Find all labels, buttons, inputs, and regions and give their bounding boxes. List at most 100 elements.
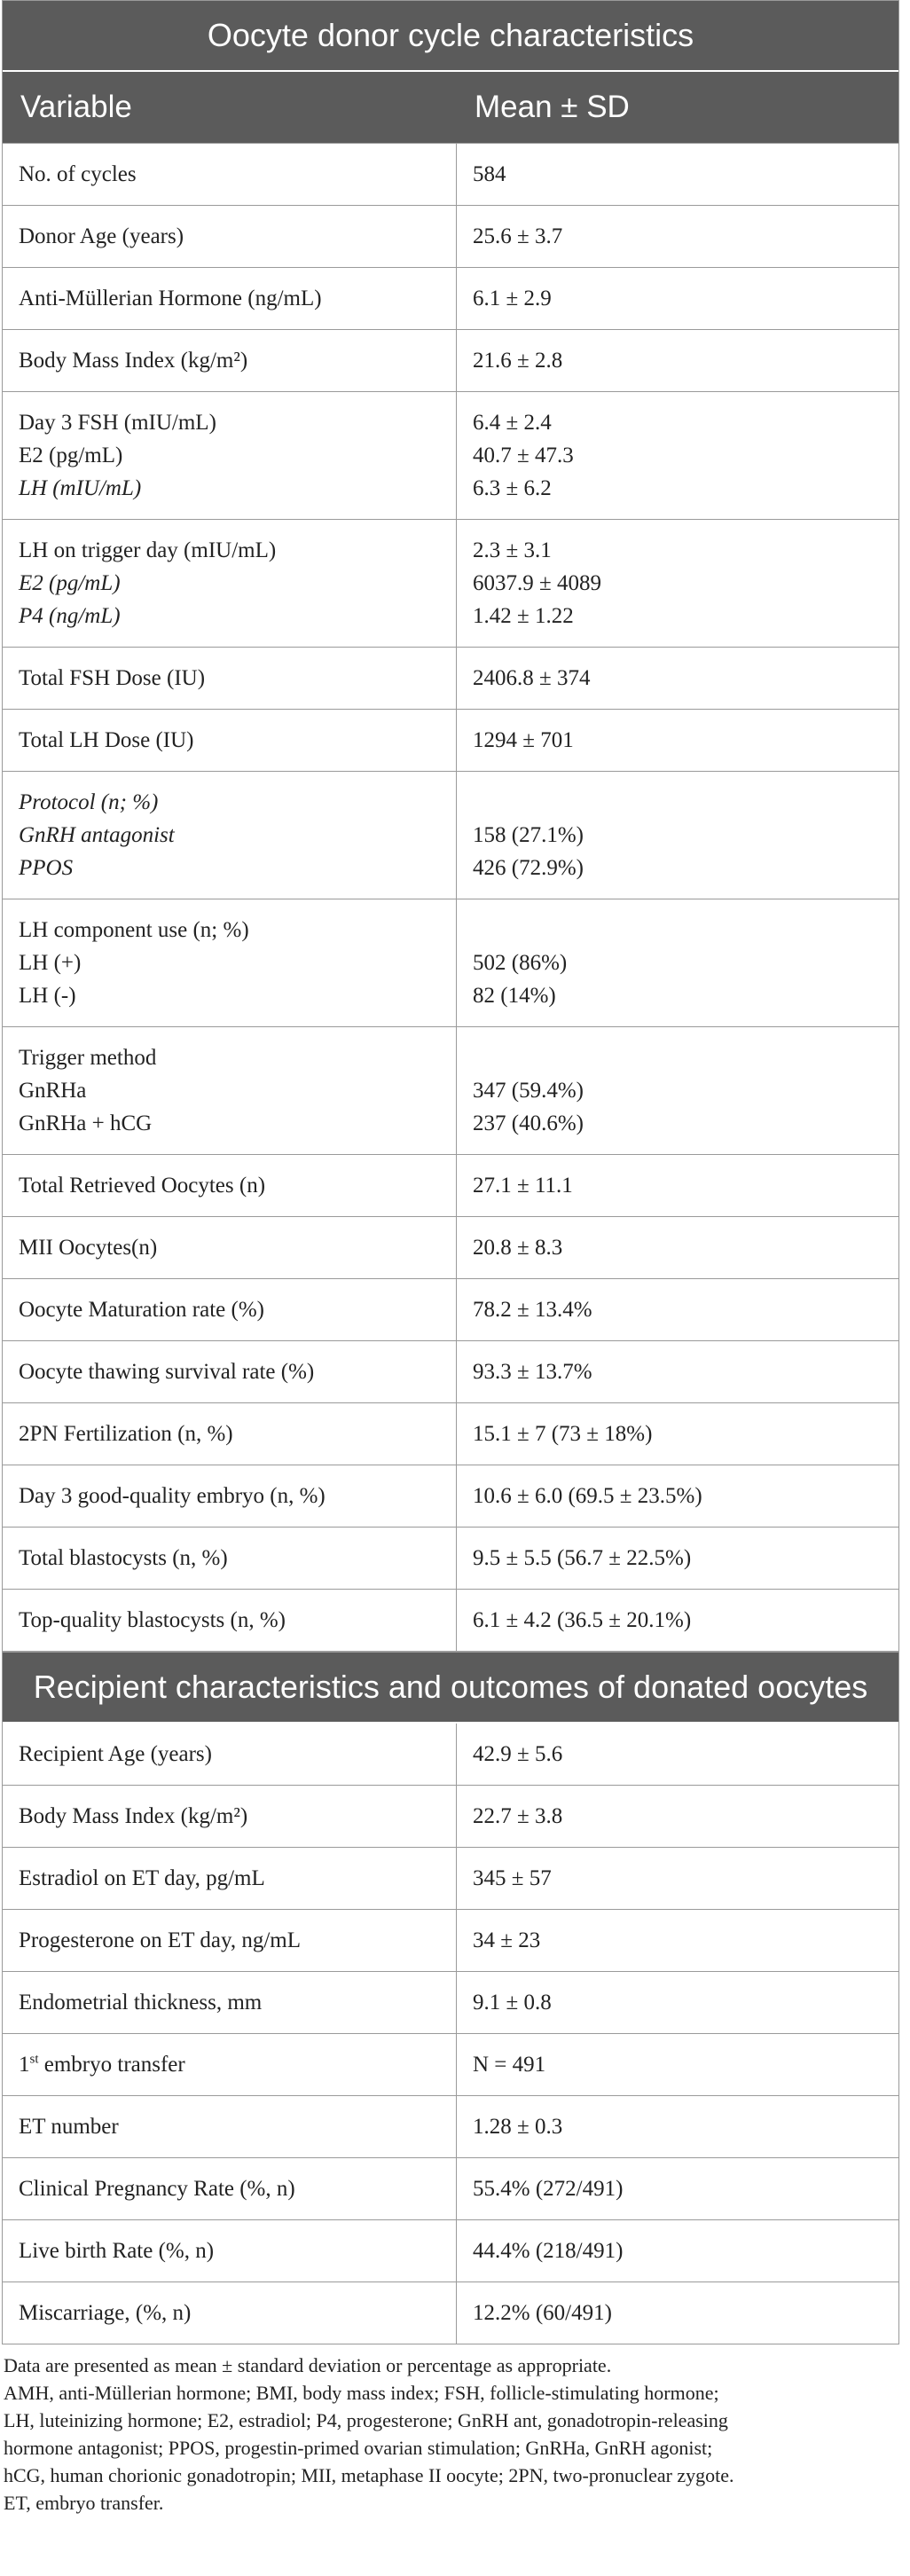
table-row: Day 3 good-quality embryo (n, %) 10.6 ± 6…	[3, 1465, 898, 1528]
value-cell: 21.6 ± 2.8	[457, 330, 898, 391]
value-line: 9.5 ± 5.5 (56.7 ± 22.5%)	[473, 1546, 692, 1570]
value-cell: 584	[457, 144, 898, 205]
table-row: Body Mass Index (kg/m²) 22.7 ± 3.8	[3, 1786, 898, 1848]
value-line: 40.7 ± 47.3	[473, 444, 574, 467]
value-cell: 158 (27.1%) 426 (72.9%)	[457, 772, 898, 899]
section-title: Oocyte donor cycle characteristics	[3, 1, 898, 72]
table-row: Anti-Müllerian Hormone (ng/mL) 6.1 ± 2.9	[3, 268, 898, 330]
footnote-line: hormone antagonist; PPOS, progestin-prim…	[4, 2437, 713, 2459]
value-line: 6.3 ± 6.2	[473, 476, 552, 500]
variable-cell: Total FSH Dose (IU)	[3, 648, 457, 709]
value-line: 34 ± 23	[473, 1928, 541, 1952]
variable-line: Anti-Müllerian Hormone (ng/mL)	[19, 287, 322, 310]
variable-text: embryo transfer	[38, 2053, 185, 2077]
variable-line: Trigger method	[19, 1046, 157, 1070]
variable-cell: Miscarriage, (%, n)	[3, 2282, 457, 2344]
table-row: Day 3 FSH (mIU/mL) E2 (pg/mL) LH (mIU/mL) 6…	[3, 392, 898, 520]
value-cell: 78.2 ± 13.4%	[457, 1279, 898, 1340]
variable-line: Recipient Age (years)	[19, 1742, 212, 1766]
variable-line: Endometrial thickness, mm	[19, 1991, 263, 2014]
table-row: Recipient Age (years) 42.9 ± 5.6	[3, 1724, 898, 1786]
value-cell: 27.1 ± 11.1	[457, 1155, 898, 1216]
table-row: Clinical Pregnancy Rate (%, n) 55.4% (272…	[3, 2158, 898, 2220]
variable-line: Day 3 FSH (mIU/mL)	[19, 411, 216, 435]
value-cell: 9.5 ± 5.5 (56.7 ± 22.5%)	[457, 1528, 898, 1589]
value-line: 15.1 ± 7 (73 ± 18%)	[473, 1422, 653, 1446]
value-line: 22.7 ± 3.8	[473, 1804, 563, 1828]
value-line: 21.6 ± 2.8	[473, 349, 563, 373]
value-line: 1.42 ± 1.22	[473, 604, 574, 628]
value-line: 345 ± 57	[473, 1866, 552, 1890]
table-row: MII Oocytes(n) 20.8 ± 8.3	[3, 1217, 898, 1279]
variable-cell: Oocyte Maturation rate (%)	[3, 1279, 457, 1340]
value-cell: 15.1 ± 7 (73 ± 18%)	[457, 1403, 898, 1465]
variable-line: P4 (ng/mL)	[19, 604, 121, 628]
variable-line: PPOS	[19, 856, 74, 880]
variable-line: LH component use (n; %)	[19, 918, 249, 942]
variable-cell: Anti-Müllerian Hormone (ng/mL)	[3, 268, 457, 329]
value-cell: 20.8 ± 8.3	[457, 1217, 898, 1278]
value-line: 426 (72.9%)	[473, 856, 584, 880]
variable-cell: Body Mass Index (kg/m²)	[3, 330, 457, 391]
variable-line: Total blastocysts (n, %)	[19, 1546, 228, 1570]
value-line: 1.28 ± 0.3	[473, 2115, 563, 2139]
value-line: 6.1 ± 4.2 (36.5 ± 20.1%)	[473, 1608, 692, 1632]
variable-cell: Oocyte thawing survival rate (%)	[3, 1341, 457, 1402]
variable-cell: MII Oocytes(n)	[3, 1217, 457, 1278]
value-line: 1294 ± 701	[473, 728, 574, 752]
table-row: 2PN Fertilization (n, %) 15.1 ± 7 (73 ± 1…	[3, 1403, 898, 1465]
variable-cell: Day 3 FSH (mIU/mL) E2 (pg/mL) LH (mIU/mL)	[3, 392, 457, 519]
variable-line: Estradiol on ET day, pg/mL	[19, 1866, 265, 1890]
column-header: Mean ± SD	[475, 90, 630, 124]
table-row: Total blastocysts (n, %) 9.5 ± 5.5 (56.7 …	[3, 1528, 898, 1590]
table-row: ET number 1.28 ± 0.3	[3, 2096, 898, 2158]
footnote-line: AMH, anti-Müllerian hormone; BMI, body m…	[4, 2382, 719, 2404]
value-line: 6.4 ± 2.4	[473, 411, 552, 435]
variable-line: Total FSH Dose (IU)	[19, 666, 206, 690]
table-row: Trigger method GnRHa GnRHa + hCG 347 (59.4%…	[3, 1027, 898, 1155]
variable-cell: Total Retrieved Oocytes (n)	[3, 1155, 457, 1216]
table-row: Live birth Rate (%, n) 44.4% (218/491)	[3, 2220, 898, 2282]
variable-line: Clinical Pregnancy Rate (%, n)	[19, 2177, 295, 2201]
variable-cell: Estradiol on ET day, pg/mL	[3, 1848, 457, 1909]
table: Oocyte donor cycle characteristics Variab…	[2, 0, 899, 1652]
variable-line: 1st embryo transfer	[19, 2048, 440, 2081]
value-line: 82 (14%)	[473, 984, 556, 1008]
value-cell: 1.28 ± 0.3	[457, 2096, 898, 2157]
value-line: N = 491	[473, 2053, 546, 2077]
variable-line: Protocol (n; %)	[19, 790, 159, 814]
footnote-line: LH, luteinizing hormone; E2, estradiol; …	[4, 2409, 728, 2431]
table-row: Body Mass Index (kg/m²) 21.6 ± 2.8	[3, 330, 898, 392]
variable-cell: Trigger method GnRHa GnRHa + hCG	[3, 1027, 457, 1154]
variable-line: E2 (pg/mL)	[19, 571, 121, 595]
value-cell: 6.4 ± 2.4 40.7 ± 47.3 6.3 ± 6.2	[457, 392, 898, 519]
value-line: 158 (27.1%)	[473, 823, 584, 847]
variable-text: 1	[19, 2053, 30, 2077]
table-row: LH component use (n; %) LH (+) LH (-) 502 (…	[3, 899, 898, 1027]
column-header: Variable	[20, 90, 132, 124]
value-line: 78.2 ± 13.4%	[473, 1298, 592, 1322]
variable-line: Miscarriage, (%, n)	[19, 2301, 192, 2325]
value-cell: 1294 ± 701	[457, 710, 898, 771]
table-row: Oocyte thawing survival rate (%) 93.3 ± 1…	[3, 1341, 898, 1403]
variable-cell: Recipient Age (years)	[3, 1724, 457, 1785]
variable-line: Body Mass Index (kg/m²)	[19, 1804, 248, 1828]
variable-cell: 1st embryo transfer	[3, 2034, 457, 2095]
value-line: 502 (86%)	[473, 951, 568, 975]
footnote-line: ET, embryo transfer.	[4, 2492, 164, 2514]
table-row: Donor Age (years) 25.6 ± 3.7	[3, 206, 898, 268]
value-line: 6.1 ± 2.9	[473, 287, 552, 310]
variable-line: No. of cycles	[19, 162, 137, 186]
variable-cell: 2PN Fertilization (n, %)	[3, 1403, 457, 1465]
table-row: Miscarriage, (%, n) 12.2% (60/491)	[3, 2282, 898, 2344]
footnote: Data are presented as mean ± standard de…	[0, 2344, 903, 2517]
value-line: 12.2% (60/491)	[473, 2301, 612, 2325]
value-cell: 12.2% (60/491)	[457, 2282, 898, 2344]
variable-line: Top-quality blastocysts (n, %)	[19, 1608, 286, 1632]
table-row: No. of cycles 584	[3, 144, 898, 206]
variable-line: Progesterone on ET day, ng/mL	[19, 1928, 301, 1952]
table-row: 1st embryo transfer N = 491	[3, 2034, 898, 2096]
table-row: LH on trigger day (mIU/mL) E2 (pg/mL) P4 (…	[3, 520, 898, 648]
variable-cell: ET number	[3, 2096, 457, 2157]
variable-cell: Clinical Pregnancy Rate (%, n)	[3, 2158, 457, 2219]
